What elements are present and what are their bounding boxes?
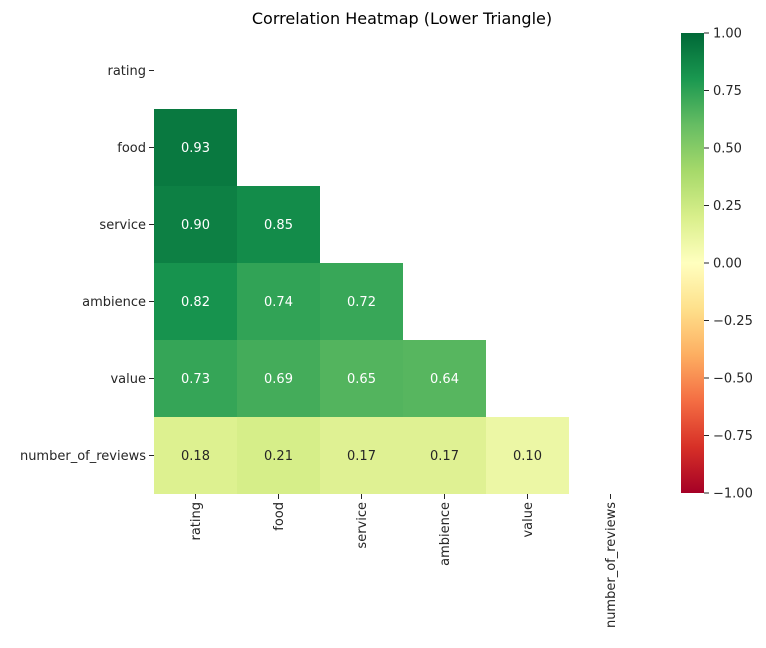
heatmap-cell [154,109,237,186]
heatmap-cell [154,417,237,494]
heatmap-cell [320,340,403,417]
y-tick-label: food [117,141,146,156]
heatmap-cell [403,417,486,494]
heatmap-cells [154,109,569,494]
y-tick-label: rating [107,64,146,79]
cell-annotation: 0.21 [264,449,293,464]
x-tick-label: rating [189,502,204,541]
heatmap-cell [154,186,237,263]
colorbar-tick-label: 0.00 [713,257,742,272]
cell-annotation: 0.85 [264,218,293,233]
x-tick-label: ambience [438,502,453,566]
heatmap-cell [154,340,237,417]
colorbar-gradient [681,33,704,493]
y-tick-label: number_of_reviews [20,449,146,464]
heatmap-cell [237,417,320,494]
cell-annotation: 0.72 [347,295,376,310]
colorbar-ticks: −1.00 −0.75 −0.50 −0.25 0.00 0.25 0.50 0.75 1.00 [704,27,753,502]
cell-annotation: 0.18 [181,449,210,464]
colorbar-tick-label: 1.00 [713,27,742,42]
cell-annotation: 0.73 [181,372,210,387]
cell-annotation: 0.17 [347,449,376,464]
colorbar-tick-label: 0.50 [713,142,742,157]
colorbar-tick-label: −0.75 [713,429,753,444]
heatmap-cell [154,263,237,340]
cell-annotation: 0.17 [430,449,459,464]
colorbar-tick-label: 0.75 [713,84,742,99]
x-tick-label: service [355,502,370,549]
cell-annotation: 0.90 [181,218,210,233]
heatmap-cell [403,340,486,417]
cell-annotation: 0.74 [264,295,293,310]
cell-annotation: 0.10 [513,449,542,464]
x-tick-label: food [272,502,287,531]
colorbar-tick-label: −0.50 [713,372,753,387]
heatmap-cell [320,417,403,494]
cell-annotation: 0.93 [181,141,210,156]
y-tick-label: value [110,372,146,387]
colorbar-tick-label: −0.25 [713,314,753,329]
colorbar: −1.00 −0.75 −0.50 −0.25 0.00 0.25 0.50 0.75 1.00 [681,27,753,502]
x-tick-label: value [521,502,536,538]
y-axis-ticks: rating food service ambience value number_of_… [20,64,154,464]
y-tick-label: service [99,218,146,233]
cell-annotation: 0.65 [347,372,376,387]
x-tick-label: number_of_reviews [604,502,619,628]
heatmap-cell [486,417,569,494]
cell-annotation: 0.69 [264,372,293,387]
heatmap-cell [320,263,403,340]
y-tick-label: ambience [82,295,146,310]
heatmap-cell [237,340,320,417]
cell-annotation: 0.64 [430,372,459,387]
cell-annotation: 0.82 [181,295,210,310]
colorbar-tick-label: −1.00 [713,487,753,502]
chart-title: Correlation Heatmap (Lower Triangle) [252,9,552,28]
heatmap-cell [237,186,320,263]
colorbar-tick-label: 0.25 [713,199,742,214]
heatmap-cell [237,263,320,340]
x-axis-ticks: rating food service ambience value number_of_… [189,494,619,628]
heatmap-annotations: 0.93 0.90 0.85 0.82 0.74 0.72 0.73 0.69 0.65 0.64… [181,141,542,464]
